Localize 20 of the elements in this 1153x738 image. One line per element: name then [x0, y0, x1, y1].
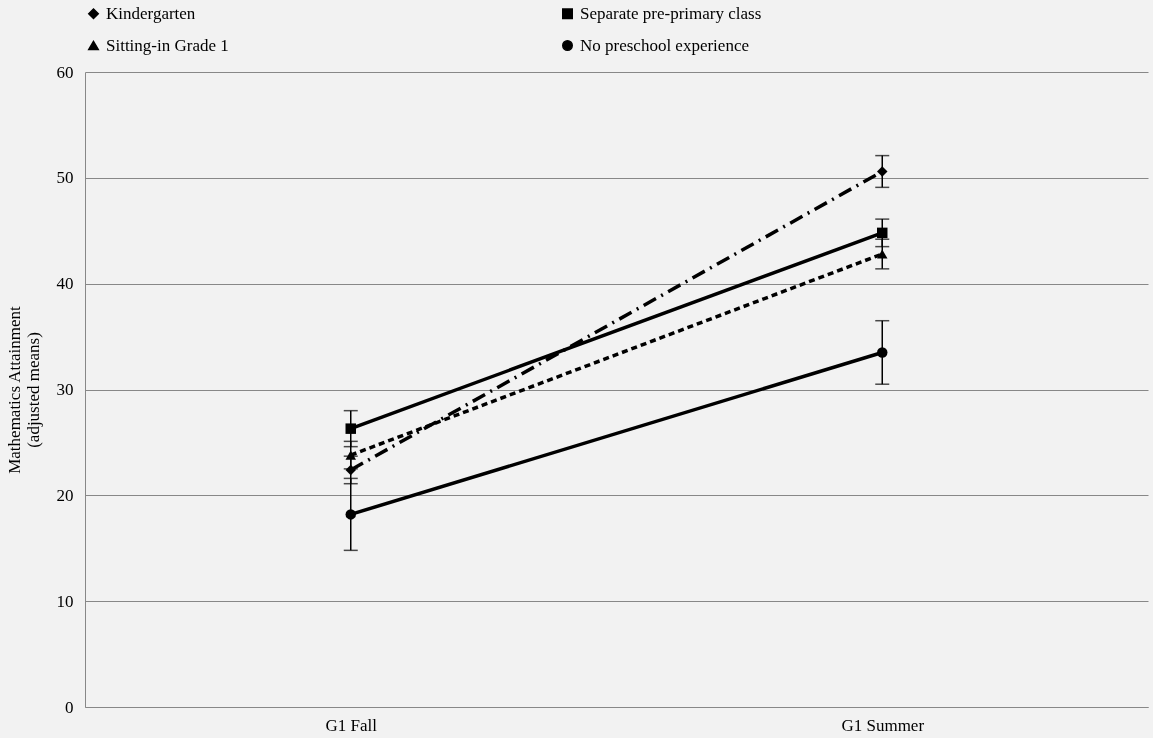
y-tick-label: 10: [56, 591, 74, 611]
y-tick-label: 20: [56, 485, 74, 505]
legend-label: Separate pre-primary class: [580, 3, 762, 23]
x-tick-label: G1 Summer: [841, 715, 925, 735]
y-tick-label: 0: [65, 697, 74, 717]
point: [877, 166, 888, 177]
point: [345, 464, 356, 476]
legend-label: Kindergarten: [106, 3, 196, 23]
point: [877, 227, 888, 239]
legend-label: No preschool experience: [580, 35, 749, 55]
legend-label: Sitting-in Grade 1: [106, 35, 229, 55]
point: [345, 509, 356, 520]
y-tick-label: 60: [56, 62, 74, 82]
y-tick-label: 30: [56, 380, 74, 399]
point: [345, 423, 356, 434]
y-tick-label: 40: [56, 274, 74, 294]
x-tick-label: G1 Fall: [325, 715, 378, 735]
y-axis-title: Mathematics Attainment (adjusted means): [4, 305, 43, 474]
point: [877, 347, 888, 358]
y-tick-label: 50: [56, 168, 74, 188]
